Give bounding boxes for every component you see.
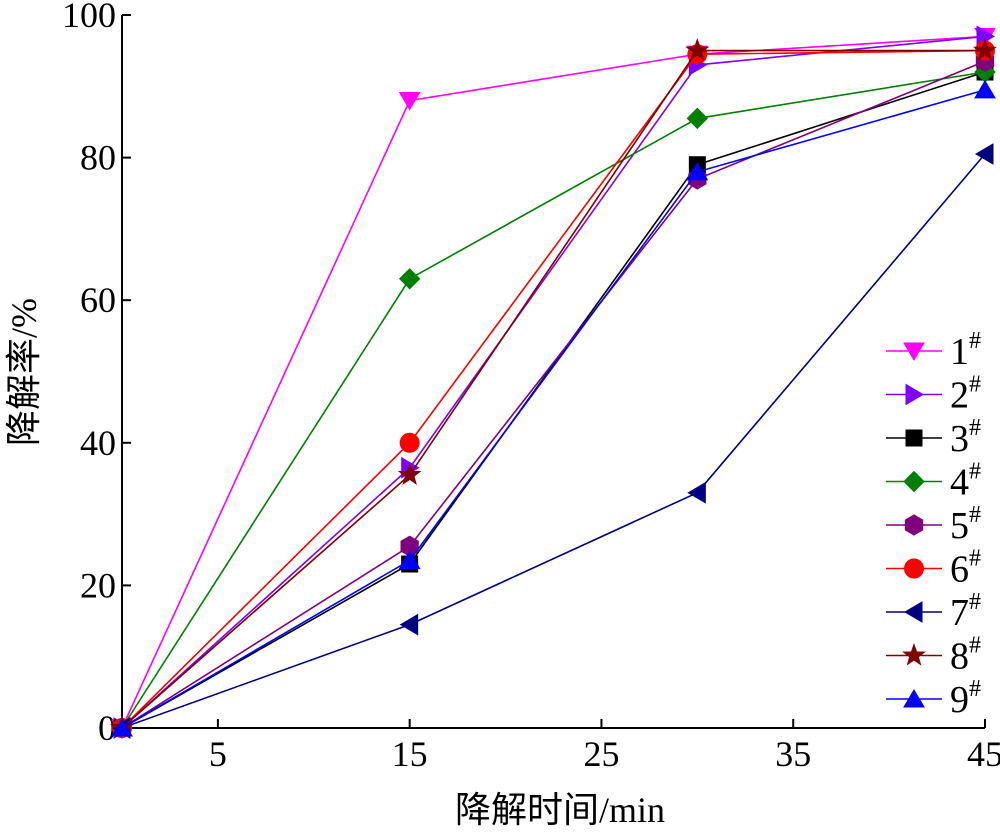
data-point-marker	[905, 429, 923, 447]
data-point-marker	[903, 689, 925, 708]
series-3	[113, 63, 994, 737]
data-point-marker	[686, 161, 709, 181]
y-tick-label: 0	[98, 708, 116, 748]
series-6	[112, 40, 995, 738]
series-9	[111, 79, 996, 737]
legend-label: 5#	[950, 502, 981, 547]
data-point-marker	[902, 642, 926, 666]
x-axis-title: 降解时间/min	[455, 790, 665, 830]
y-tick-label: 40	[80, 423, 116, 463]
legend-item-8: 8#	[886, 633, 981, 678]
legend-label: 6#	[950, 546, 981, 591]
series-line	[121, 35, 986, 729]
data-point-marker	[398, 550, 421, 569]
legend-label: 7#	[950, 589, 981, 634]
data-point-marker	[975, 143, 994, 165]
legend-label-sup: #	[969, 372, 981, 398]
legend-label-sup: #	[969, 589, 981, 615]
series-line	[121, 49, 986, 729]
series-2	[113, 25, 995, 739]
data-point-marker	[905, 383, 924, 406]
legend-label-sup: #	[969, 415, 981, 441]
x-tick-label: 5	[209, 734, 227, 774]
legend-label: 4#	[950, 459, 981, 504]
legend-item-5: 5#	[886, 502, 981, 547]
series-8	[110, 38, 997, 739]
legend-label: 8#	[950, 633, 981, 678]
series-line	[121, 89, 986, 729]
y-tick-label: 80	[80, 138, 116, 178]
legend-item-4: 4#	[886, 459, 981, 504]
series-line	[121, 49, 985, 729]
data-point-marker	[687, 481, 706, 504]
data-point-marker	[904, 514, 924, 536]
data-point-marker	[904, 558, 924, 579]
y-tick-label: 100	[62, 0, 116, 35]
legend: 1#2#3#4#5#6#7#8#9#	[886, 328, 981, 721]
data-point-marker	[397, 462, 422, 486]
series-line	[121, 71, 986, 729]
data-point-marker	[903, 342, 925, 361]
data-point-marker	[398, 268, 421, 290]
data-point-marker	[686, 107, 709, 130]
legend-item-9: 9#	[886, 676, 981, 721]
legend-item-2: 2#	[886, 372, 981, 417]
series-line	[121, 35, 986, 729]
y-tick-label: 60	[80, 280, 116, 320]
y-tick-label: 20	[80, 565, 116, 605]
legend-label: 9#	[950, 676, 981, 721]
series-line	[121, 153, 986, 729]
legend-label-sup: #	[969, 546, 981, 572]
x-tick-label: 45	[967, 734, 1000, 774]
legend-label-sup: #	[969, 502, 981, 528]
legend-label: 2#	[950, 372, 981, 417]
data-point-marker	[904, 601, 923, 623]
series-4	[111, 61, 996, 739]
series-1	[111, 27, 996, 738]
legend-label-sup: #	[969, 633, 981, 659]
legend-label-sup: #	[969, 459, 981, 485]
data-point-marker	[111, 718, 133, 737]
series-5	[112, 50, 995, 739]
legend-label-sup: #	[969, 676, 981, 702]
data-point-marker	[398, 92, 421, 111]
legend-item-7: 7#	[886, 589, 981, 634]
x-tick-label: 25	[583, 734, 619, 774]
data-point-marker	[973, 38, 997, 61]
legend-label: 1#	[950, 328, 981, 373]
series-line	[121, 60, 986, 729]
x-tick-label: 15	[392, 734, 428, 774]
data-point-marker	[399, 613, 419, 636]
series-line	[121, 71, 986, 729]
legend-item-1: 1#	[886, 328, 981, 373]
series-group	[110, 25, 997, 739]
series-7	[112, 143, 994, 739]
data-point-marker	[399, 432, 420, 453]
legend-label: 3#	[950, 415, 981, 460]
legend-item-6: 6#	[886, 546, 981, 591]
y-axis-title: 降解率/%	[4, 298, 44, 446]
data-point-marker	[903, 470, 925, 493]
data-point-marker	[685, 38, 710, 61]
axes: 0 20 40 60 80 100 5 15 25 35 45	[62, 0, 1000, 774]
legend-item-3: 3#	[886, 415, 981, 460]
x-tick-label: 35	[775, 734, 811, 774]
data-point-marker	[974, 79, 996, 99]
legend-label-sup: #	[969, 328, 981, 354]
